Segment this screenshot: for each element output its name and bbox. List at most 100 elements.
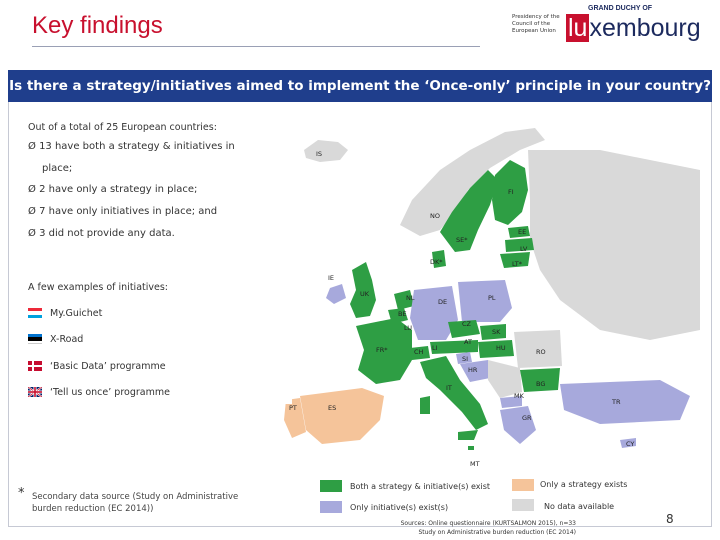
map-region-cyprus	[620, 438, 636, 448]
bullet-mark: Ø	[28, 184, 36, 195]
map-region-latvia	[505, 238, 534, 252]
map-region-romania	[514, 330, 562, 368]
map-label-pl: PL	[488, 294, 496, 302]
map-region-slovakia	[480, 324, 506, 340]
map-region-estonia	[508, 226, 530, 238]
map-region-netherlands	[394, 290, 414, 310]
map-label-lv: LV	[520, 245, 528, 253]
map-label-ee: EE	[518, 228, 527, 236]
map-region-france	[356, 318, 412, 384]
map-label-at: AT	[464, 338, 472, 346]
logo-rest: xembourg	[589, 14, 701, 42]
legend-swatch-initiatives	[320, 501, 342, 513]
presidency-text: Presidency of the Council of the Europea…	[512, 14, 560, 34]
map-label-fr: FR*	[376, 346, 388, 354]
map-region-norway	[400, 128, 545, 236]
map-label-ch: CH	[414, 348, 424, 356]
map-label-mk: MK	[514, 392, 524, 400]
map-label-is: IS	[316, 150, 323, 158]
examples-heading: A few examples of initiatives:	[28, 282, 168, 293]
map-region-ireland	[326, 284, 346, 304]
map-label-gr: GR	[522, 414, 532, 422]
legend-label-strategy: Only a strategy exists	[540, 480, 628, 489]
page-title: Key findings	[32, 12, 163, 39]
map-label-mt: MT	[470, 460, 480, 468]
map-label-cy: CY	[626, 440, 635, 448]
summary-bullet-4: Ø 3 did not provide any data.	[28, 228, 175, 239]
map-region-malta	[468, 446, 474, 450]
map-region-iceland	[304, 140, 348, 162]
denmark-flag	[28, 361, 42, 371]
map-label-nl: NL	[406, 294, 415, 302]
map-region-macedonia	[500, 396, 522, 408]
map-region-poland	[458, 280, 512, 322]
map-label-lu: LU	[404, 324, 413, 332]
map-label-no: NO	[430, 212, 440, 220]
example-tell-us-once: ‘Tell us once’ programme	[50, 387, 170, 398]
map-label-se: SE*	[456, 236, 468, 244]
map-region-sardinia	[420, 396, 430, 414]
bullet-mark: Ø	[28, 141, 36, 152]
map-region-greece	[500, 406, 536, 444]
examples-panel	[22, 274, 292, 404]
map-label-sk: SK	[492, 328, 501, 336]
logo-lu: lu	[566, 14, 590, 42]
map-region-east	[528, 150, 700, 340]
map-region-austria	[430, 340, 478, 354]
map-region-sweden	[440, 170, 498, 252]
map-region-slovenia	[456, 352, 472, 364]
map-label-si: SI	[462, 355, 469, 363]
map-label-be: BE	[398, 310, 407, 318]
map-label-li: LI	[432, 344, 438, 352]
map-label-lt: LT*	[512, 260, 522, 268]
summary-panel	[22, 110, 292, 250]
map-region-hungary	[478, 340, 514, 358]
map-label-bg: BG	[536, 380, 546, 388]
legend-label-initiatives: Only initiative(s) exist(s)	[350, 503, 449, 512]
example-xroad: X-Road	[50, 334, 84, 345]
map-label-hu: HU	[496, 344, 506, 352]
map-region-germany	[410, 286, 458, 340]
content-frame	[8, 102, 712, 527]
map-label-dk: DK*	[430, 258, 443, 266]
bullet-mark: Ø	[28, 206, 36, 217]
map-region-bulgaria	[520, 368, 560, 392]
map-label-ie: IE	[328, 274, 335, 282]
legend-label-no-data: No data available	[544, 502, 615, 511]
map-label-fi: FI	[508, 188, 514, 196]
bullet-mark: Ø	[28, 228, 36, 239]
title-divider	[32, 46, 480, 47]
question-banner: Is there a strategy/initiatives aimed to…	[8, 70, 712, 102]
estonia-flag	[28, 334, 42, 344]
uk-flag	[28, 387, 42, 397]
map-region-lithuania	[500, 252, 530, 268]
map-label-hr: HR	[468, 366, 478, 374]
map-region-italy	[420, 356, 488, 430]
legend-swatch-no-data	[512, 499, 534, 511]
map-label-ro: RO	[536, 348, 546, 356]
map-region-turkey	[560, 380, 690, 424]
summary-bullet-3: Ø 7 have only initiatives in place; and	[28, 206, 218, 217]
luxembourg-flag	[28, 308, 42, 318]
summary-bullet-2: Ø 2 have only a strategy in place;	[28, 184, 198, 195]
page-number: 8	[666, 512, 674, 526]
logo-top-text: GRAND DUCHY OF	[588, 5, 653, 12]
map-label-tr: TR	[612, 398, 621, 406]
map-label-cz: CZ	[462, 320, 471, 328]
map-region-spain	[300, 388, 384, 444]
map-label-pt: PT	[289, 404, 297, 412]
footnote-text: Secondary data source (Study on Administ…	[32, 492, 239, 514]
summary-bullet-1-cont: place;	[42, 163, 73, 174]
summary-bullet-1: Ø 13 have both a strategy & initiatives …	[28, 141, 235, 152]
luxembourg-logo: luxembourg	[566, 14, 701, 43]
map-label-es: ES	[328, 404, 337, 412]
footnote-star: *	[18, 486, 25, 501]
sources: Sources: Online questionnaire (KURTSALMO…	[400, 520, 576, 536]
map-region-croatia	[460, 360, 490, 382]
map-region-balkans	[488, 360, 522, 398]
map-region-sicily	[458, 430, 478, 440]
map-label-de: DE	[438, 298, 448, 306]
legend-swatch-strategy	[512, 479, 534, 491]
example-myguichet: My.Guichet	[50, 308, 103, 319]
